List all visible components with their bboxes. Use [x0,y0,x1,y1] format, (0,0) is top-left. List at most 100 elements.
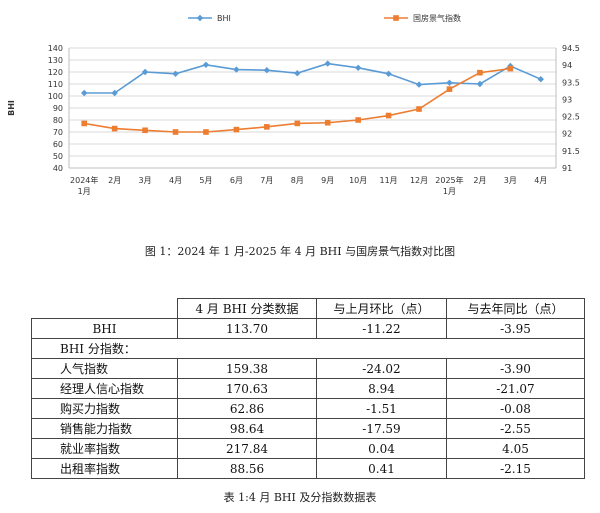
x-tick-label: 7月 [260,176,273,185]
data-point [233,66,240,73]
x-tick-label: 2024年 [70,175,98,185]
x-tick-label: 10月 [349,176,367,185]
table-cell: 88.56 [177,458,317,479]
table-row: 经理人信心指数 170.63 8.94 -21.07 [31,378,585,399]
bhi-data-table: 4 月 BHI 分类数据 与上月环比（点） 与去年同比（点） BHI 113.70… [31,298,585,479]
data-point [446,79,453,86]
table-row: 出租率指数 88.56 0.41 -2.15 [31,458,585,479]
legend-label: BHI [217,14,231,23]
table-cell: -2.15 [446,458,585,479]
series-line [84,62,542,94]
table-row: 购买力指数 62.86 -1.51 -0.08 [31,398,585,419]
data-point [477,69,483,76]
table-cell: 0.04 [316,438,447,459]
y-tick-label: 140 [48,44,63,53]
table-row-label: 就业率指数 [31,438,178,459]
x-tick-label: 3月 [139,176,152,185]
x-tick-label: 4月 [169,176,182,185]
x-tick-label: 2月 [108,176,121,185]
data-point [264,124,270,130]
table-cell: -2.55 [446,418,585,439]
table-cell: 4.05 [446,438,585,459]
y2-tick-label: 93 [562,95,572,104]
table-header: 与去年同比（点） [446,298,585,319]
x-tick-label: 3月 [504,176,517,185]
table-row-label: 出租率指数 [31,458,178,479]
y-tick-label: 100 [48,92,63,101]
data-point [203,129,209,135]
data-point [324,119,331,126]
table-row-label: 销售能力指数 [31,418,178,439]
data-point [141,68,149,76]
data-point [446,86,453,92]
table-cell: 170.63 [177,378,317,399]
table-row: 人气指数 159.38 -24.02 -3.90 [31,358,585,379]
table-corner-cell [31,298,178,319]
data-point [415,81,423,88]
table-row-label: 购买力指数 [31,398,178,419]
x-tick-label: 6月 [230,176,243,185]
table-cell: 98.64 [177,418,317,439]
y-axis-label: BHI [7,100,16,116]
data-point [416,106,422,112]
y2-tick-label: 94 [562,61,572,70]
table-row-label: 人气指数 [31,358,178,379]
x-tick-label: 2月 [473,176,486,185]
table-row-label: 经理人信心指数 [31,378,178,399]
line-chart: 40 50 60 70 80 90 100 110 120 130 140 91 91.5 92 92.5 9… [7,13,580,196]
y-tick-label: 40 [53,164,63,173]
table-cell: -24.02 [316,358,447,379]
x-tick-label: 9月 [321,176,334,185]
table-cell: -1.51 [316,398,447,419]
data-point [142,127,148,134]
x-tick-label: 2025年 [435,175,463,185]
table-caption: 表 1:4 月 BHI 及分指数数据表 [223,491,377,504]
y-tick-label: 50 [53,152,63,161]
table-cell: 0.41 [316,458,447,479]
table-header: 4 月 BHI 分类数据 [177,298,317,319]
table-cell [177,338,317,359]
table-cell: 159.38 [177,358,317,379]
data-point [294,70,301,77]
table-row-label: BHI [31,318,178,339]
data-point [355,117,361,123]
table-cell: 113.70 [177,318,317,339]
data-point [385,112,392,119]
legend-label: 国房景气指数 [413,13,461,23]
data-point [202,61,210,68]
data-point [172,129,179,135]
y2-tick-label: 92 [562,130,572,139]
table-cell: -21.07 [446,378,585,399]
table-cell: -3.90 [446,358,585,379]
y-tick-label: 90 [53,104,63,113]
chart-area: 40 50 60 70 80 90 100 110 120 130 140 91 91.5 92 92.5 9… [0,0,600,232]
table-row: 销售能力指数 98.64 -17.59 -2.55 [31,418,585,439]
data-point [111,89,118,97]
chart-caption: 图 1：2024 年 1 月-2025 年 4 月 BHI 与国房景气指数对比图 [144,245,456,258]
x-tick-label: 8月 [291,176,304,185]
data-point [354,64,362,71]
table-cell: 8.94 [316,378,447,399]
x-tick-label: 5月 [199,176,212,185]
table-cell [316,338,447,359]
data-point [476,80,484,88]
table-row: BHI 分指数： [31,338,585,359]
table-header: 与上月环比（点） [316,298,447,319]
y2-tick-label: 91.5 [562,147,580,156]
y-tick-label: 130 [48,56,63,65]
table-cell: 217.84 [177,438,317,459]
table-cell: 62.86 [177,398,317,419]
y-tick-label: 80 [53,116,63,125]
y-tick-label: 60 [53,140,63,149]
data-point [294,120,301,127]
y2-tick-label: 92.5 [562,113,580,122]
data-point [172,70,179,77]
x-tick-label: 1月 [78,187,91,196]
table-row: BHI 113.70 -11.22 -3.95 [31,318,585,339]
data-point [385,70,392,77]
table-cell [446,338,585,359]
y-tick-label: 70 [53,128,63,137]
x-tick-label: 12月 [410,176,428,185]
data-point [111,125,118,132]
table-cell: -3.95 [446,318,585,339]
